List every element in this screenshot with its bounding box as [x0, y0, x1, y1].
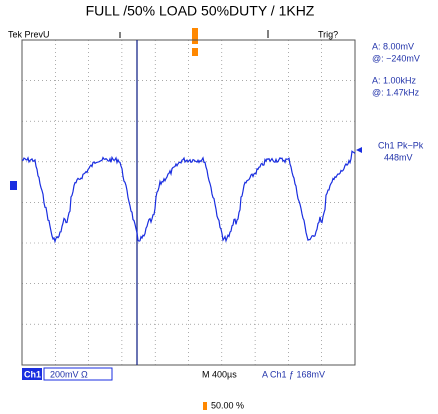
readout: @: −240mV [372, 53, 420, 63]
readout: 448mV [384, 152, 413, 162]
top-bar-left: Tek PrevU [8, 29, 50, 39]
graticule [22, 40, 355, 365]
trigger-level [356, 147, 362, 153]
position: 50.00 % [211, 400, 244, 410]
channel: Ch1 [24, 369, 41, 379]
trigger: A Ch1 ƒ 168mV [262, 369, 325, 379]
channel-box [22, 368, 42, 380]
scale: 200mV Ω [50, 369, 88, 379]
readout: Ch1 Pk−Pk [378, 140, 424, 150]
waveform [21, 150, 356, 244]
title: FULL /50% LOAD 50%DUTY / 1KHZ [86, 3, 315, 19]
readout: A: 1.00kHz [372, 75, 417, 85]
readout: A: 8.00mV [372, 41, 414, 51]
timebase: M 400µs [202, 369, 237, 379]
readout: @: 1.47kHz [372, 87, 420, 97]
top-bar-right: Trig? [318, 29, 338, 39]
channel-marker [10, 181, 17, 190]
scale-box [43, 367, 113, 381]
trigger-marker [192, 28, 198, 44]
trigger-marker [192, 48, 198, 56]
position-marker [203, 402, 207, 410]
